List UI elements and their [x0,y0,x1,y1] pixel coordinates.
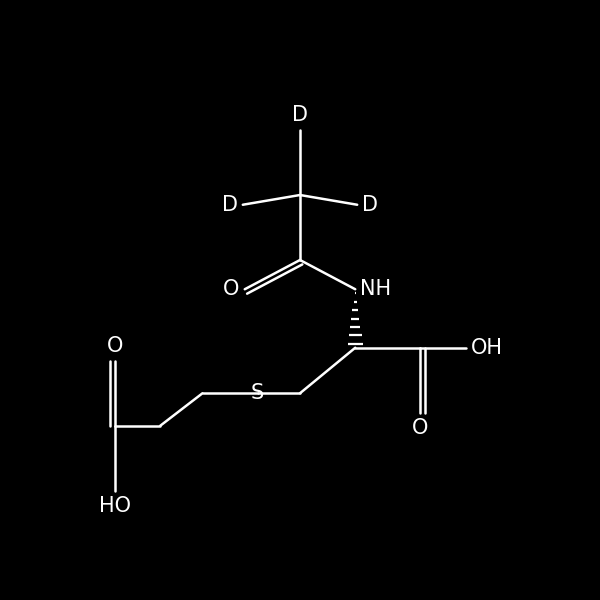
Text: O: O [107,336,123,356]
Text: D: D [362,195,378,215]
Text: O: O [223,279,240,299]
Text: OH: OH [471,338,503,358]
Text: O: O [412,418,428,438]
Text: D: D [292,105,308,125]
Text: S: S [251,383,265,403]
Text: D: D [222,195,238,215]
Text: HO: HO [99,496,131,516]
Text: NH: NH [360,279,391,299]
